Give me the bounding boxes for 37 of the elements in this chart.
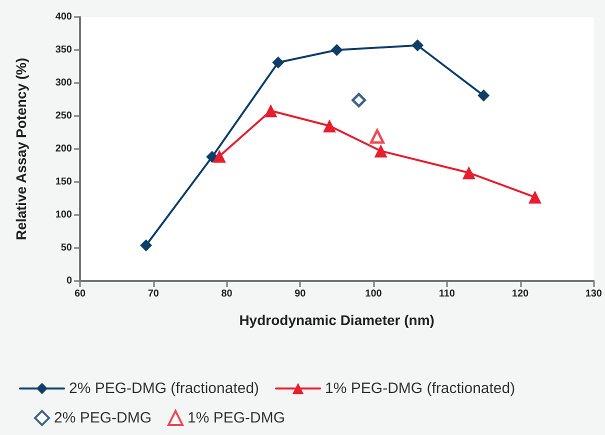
- point: [330, 44, 343, 56]
- y-tick-label: 350: [55, 44, 72, 56]
- y-tick-label: 300: [55, 78, 72, 88]
- x-tick-label: 130: [585, 288, 602, 300]
- x-axis-title: Hydrodynamic Diameter (nm): [239, 312, 434, 328]
- x-tick-label: 110: [438, 288, 456, 300]
- legend-label: 1% PEG-DMG (fractionated): [325, 380, 516, 397]
- point: [264, 104, 278, 118]
- point: [272, 56, 284, 69]
- point: [212, 150, 226, 163]
- point: [370, 129, 384, 144]
- x-tick-label: 60: [74, 288, 86, 300]
- point: [206, 150, 218, 163]
- legend-label: 2% PEG-DMG: [54, 410, 152, 426]
- x-tick-label: 100: [365, 288, 382, 300]
- y-tick-label: 400: [55, 12, 72, 22]
- y-tick-label: 0: [66, 276, 72, 286]
- point: [412, 39, 424, 52]
- x-tick-label: 120: [512, 288, 530, 300]
- legend-label: 1% PEG-DMG: [188, 410, 286, 426]
- y-tick-label: 200: [55, 144, 72, 154]
- y-tick-label: 50: [60, 242, 72, 254]
- y-tick-label: 150: [55, 176, 72, 188]
- legend-label: 2% PEG-DMG (fractionated): [69, 380, 260, 397]
- y-tick-label: 100: [55, 210, 72, 220]
- y-axis-title: Relative Assay Potency (%): [13, 58, 29, 240]
- x-tick-label: 90: [294, 288, 306, 300]
- point: [374, 144, 388, 158]
- x-tick-label: 80: [221, 288, 233, 300]
- point: [322, 119, 336, 132]
- point: [352, 92, 366, 108]
- point: [462, 166, 476, 180]
- y-tick-label: 250: [55, 110, 72, 122]
- point: [528, 190, 542, 204]
- point: [140, 239, 152, 252]
- point: [478, 90, 490, 102]
- x-tick-label: 70: [148, 288, 160, 300]
